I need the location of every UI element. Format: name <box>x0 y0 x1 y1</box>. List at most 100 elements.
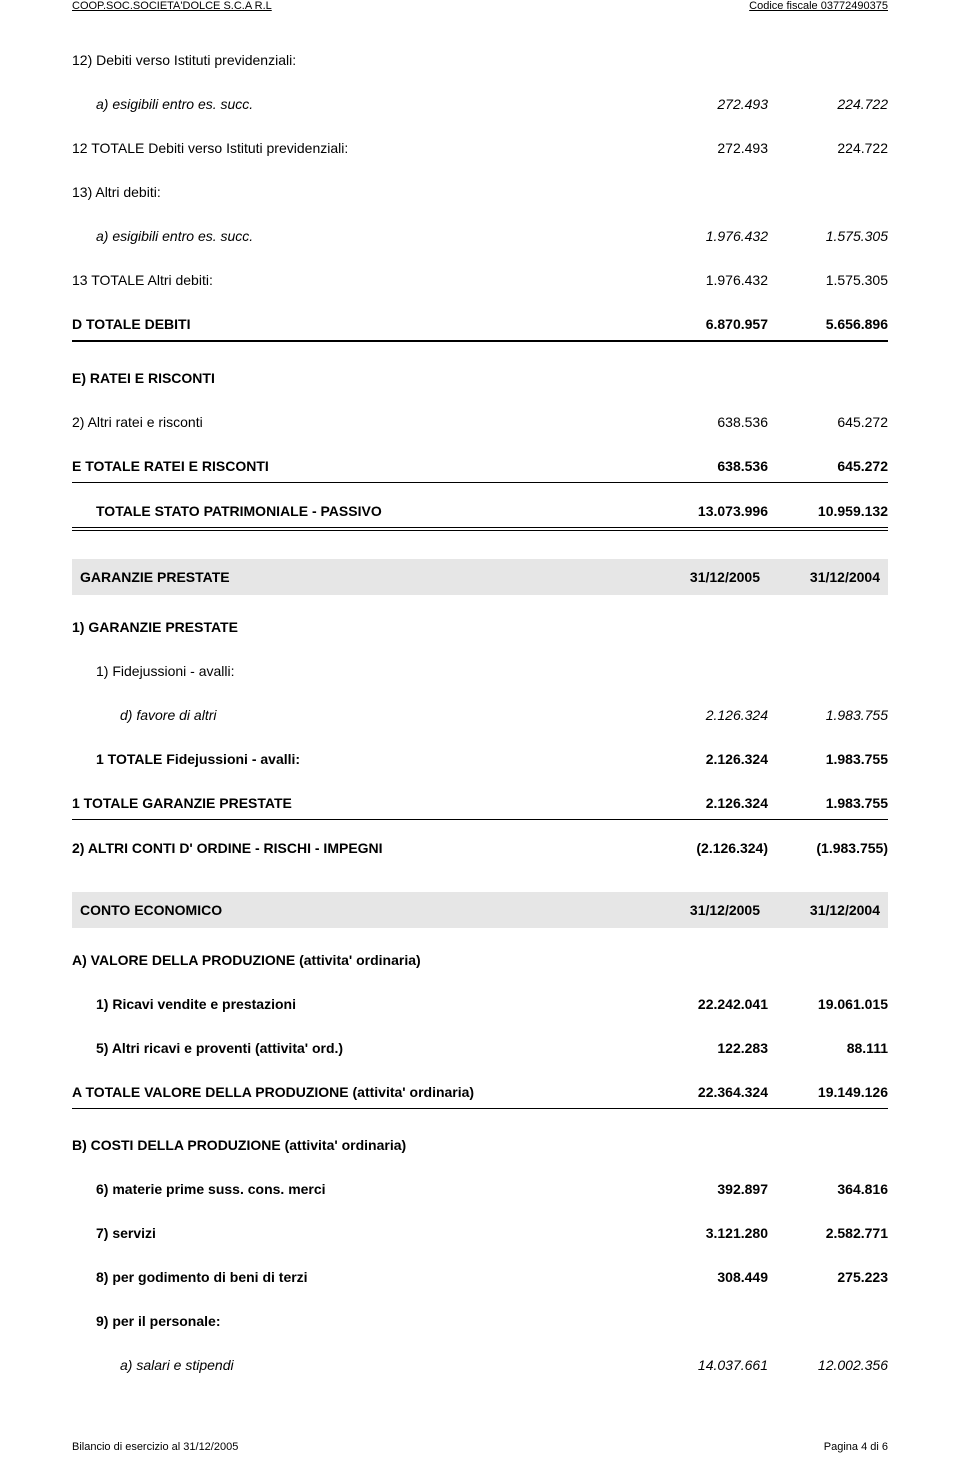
row-label: 1 TOTALE GARANZIE PRESTATE <box>72 795 648 811</box>
table-row: 5) Altri ricavi e proventi (attivita' or… <box>72 1032 888 1064</box>
table-row: D TOTALE DEBITI6.870.9575.656.896 <box>72 308 888 342</box>
row-label: 6) materie prime suss. cons. merci <box>96 1181 648 1197</box>
row-label: 1) Fidejussioni - avalli: <box>96 663 648 679</box>
page-header: COOP.SOC.SOCIETA'DOLCE S.C.A R.L Codice … <box>72 0 888 16</box>
table-row: 1 TOTALE GARANZIE PRESTATE2.126.3241.983… <box>72 787 888 820</box>
row-label: a) esigibili entro es. succ. <box>96 228 648 244</box>
table-row: 2) Altri ratei e risconti638.536645.272 <box>72 406 888 438</box>
row-label: a) salari e stipendi <box>120 1357 648 1373</box>
row-value-1: 14.037.661 <box>648 1357 768 1373</box>
row-label: A TOTALE VALORE DELLA PRODUZIONE (attivi… <box>72 1084 648 1100</box>
banner-label: CONTO ECONOMICO <box>80 902 640 918</box>
row-label: 2) Altri ratei e risconti <box>72 414 648 430</box>
row-label: 1) Ricavi vendite e prestazioni <box>96 996 648 1012</box>
row-value-1: 638.536 <box>648 414 768 430</box>
table-row: 13) Altri debiti: <box>72 176 888 208</box>
row-value-2: 1.983.755 <box>768 707 888 723</box>
row-value-1: 3.121.280 <box>648 1225 768 1241</box>
row-value-2: 224.722 <box>768 140 888 156</box>
row-value-2: 19.061.015 <box>768 996 888 1012</box>
row-label: D TOTALE DEBITI <box>72 316 648 332</box>
row-value-2: 88.111 <box>768 1040 888 1056</box>
table-row: 13 TOTALE Altri debiti:1.976.4321.575.30… <box>72 264 888 296</box>
row-value-1: 6.870.957 <box>648 316 768 332</box>
table-row: A) VALORE DELLA PRODUZIONE (attivita' or… <box>72 944 888 976</box>
banner-col2: 31/12/2004 <box>760 569 880 585</box>
row-label: A) VALORE DELLA PRODUZIONE (attivita' or… <box>72 952 648 968</box>
row-value-1: 13.073.996 <box>648 503 768 519</box>
row-value-1: 1.976.432 <box>648 272 768 288</box>
row-value-2: 1.575.305 <box>768 228 888 244</box>
row-label: E) RATEI E RISCONTI <box>72 370 648 386</box>
table-row: 8) per godimento di beni di terzi308.449… <box>72 1261 888 1293</box>
table-row: 1 TOTALE Fidejussioni - avalli:2.126.324… <box>72 743 888 775</box>
row-value-1: 272.493 <box>648 140 768 156</box>
table-row: 2) ALTRI CONTI D' ORDINE - RISCHI - IMPE… <box>72 832 888 864</box>
table-row: a) esigibili entro es. succ.1.976.4321.5… <box>72 220 888 252</box>
row-value-1: 308.449 <box>648 1269 768 1285</box>
banner-col1: 31/12/2005 <box>640 569 760 585</box>
row-label: a) esigibili entro es. succ. <box>96 96 648 112</box>
banner-label: GARANZIE PRESTATE <box>80 569 640 585</box>
row-label: 1) GARANZIE PRESTATE <box>72 619 648 635</box>
row-value-1: 638.536 <box>648 458 768 474</box>
row-value-2: (1.983.755) <box>768 840 888 856</box>
table-row: 9) per il personale: <box>72 1305 888 1337</box>
row-value-1: 22.242.041 <box>648 996 768 1012</box>
row-label: 8) per godimento di beni di terzi <box>96 1269 648 1285</box>
row-label: 13 TOTALE Altri debiti: <box>72 272 648 288</box>
row-value-2: 1.983.755 <box>768 795 888 811</box>
row-value-1: 272.493 <box>648 96 768 112</box>
table-row: 7) servizi3.121.2802.582.771 <box>72 1217 888 1249</box>
table-row: B) COSTI DELLA PRODUZIONE (attivita' ord… <box>72 1129 888 1161</box>
banner-col1: 31/12/2005 <box>640 902 760 918</box>
row-value-2: 19.149.126 <box>768 1084 888 1100</box>
row-value-2: 275.223 <box>768 1269 888 1285</box>
table-row: TOTALE STATO PATRIMONIALE - PASSIVO13.07… <box>72 495 888 531</box>
table-row: E TOTALE RATEI E RISCONTI638.536645.272 <box>72 450 888 483</box>
row-value-2: 1.983.755 <box>768 751 888 767</box>
table-row: 1) GARANZIE PRESTATE <box>72 611 888 643</box>
row-label: 12 TOTALE Debiti verso Istituti previden… <box>72 140 648 156</box>
row-value-1: 2.126.324 <box>648 795 768 811</box>
row-label: B) COSTI DELLA PRODUZIONE (attivita' ord… <box>72 1137 648 1153</box>
table-row: d) favore di altri2.126.3241.983.755 <box>72 699 888 731</box>
row-label: 13) Altri debiti: <box>72 184 648 200</box>
table-row: 6) materie prime suss. cons. merci392.89… <box>72 1173 888 1205</box>
table-row: 1) Ricavi vendite e prestazioni22.242.04… <box>72 988 888 1020</box>
footer-left: Bilancio di esercizio al 31/12/2005 <box>72 1441 238 1453</box>
row-value-1: (2.126.324) <box>648 840 768 856</box>
table-row: 12) Debiti verso Istituti previdenziali: <box>72 44 888 76</box>
row-value-2: 645.272 <box>768 458 888 474</box>
header-right: Codice fiscale 03772490375 <box>749 0 888 12</box>
row-value-2: 2.582.771 <box>768 1225 888 1241</box>
row-label: 5) Altri ricavi e proventi (attivita' or… <box>96 1040 648 1056</box>
table-row: A TOTALE VALORE DELLA PRODUZIONE (attivi… <box>72 1076 888 1109</box>
table-row: 12 TOTALE Debiti verso Istituti previden… <box>72 132 888 164</box>
table-row: 1) Fidejussioni - avalli: <box>72 655 888 687</box>
row-value-2: 12.002.356 <box>768 1357 888 1373</box>
table-row: a) salari e stipendi14.037.66112.002.356 <box>72 1349 888 1381</box>
footer-right: Pagina 4 di 6 <box>824 1441 888 1453</box>
page-footer: Bilancio di esercizio al 31/12/2005 Pagi… <box>72 1441 888 1473</box>
row-label: 7) servizi <box>96 1225 648 1241</box>
row-value-1: 392.897 <box>648 1181 768 1197</box>
row-label: E TOTALE RATEI E RISCONTI <box>72 458 648 474</box>
row-value-1: 2.126.324 <box>648 707 768 723</box>
row-value-2: 1.575.305 <box>768 272 888 288</box>
row-label: TOTALE STATO PATRIMONIALE - PASSIVO <box>96 503 648 519</box>
row-value-1: 122.283 <box>648 1040 768 1056</box>
row-value-1: 22.364.324 <box>648 1084 768 1100</box>
row-value-2: 364.816 <box>768 1181 888 1197</box>
table-row: a) esigibili entro es. succ.272.493224.7… <box>72 88 888 120</box>
header-left: COOP.SOC.SOCIETA'DOLCE S.C.A R.L <box>72 0 272 12</box>
banner-garanzie: GARANZIE PRESTATE 31/12/2005 31/12/2004 <box>72 559 888 595</box>
row-value-1: 1.976.432 <box>648 228 768 244</box>
row-value-2: 10.959.132 <box>768 503 888 519</box>
row-label: 1 TOTALE Fidejussioni - avalli: <box>96 751 648 767</box>
row-value-2: 645.272 <box>768 414 888 430</box>
row-value-2: 224.722 <box>768 96 888 112</box>
row-label: 12) Debiti verso Istituti previdenziali: <box>72 52 648 68</box>
banner-conto: CONTO ECONOMICO 31/12/2005 31/12/2004 <box>72 892 888 928</box>
row-value-2: 5.656.896 <box>768 316 888 332</box>
